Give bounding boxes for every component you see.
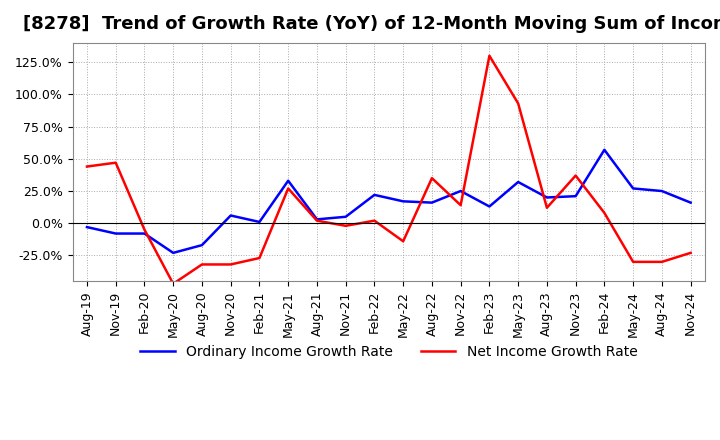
Net Income Growth Rate <box>629 259 637 264</box>
Line: Net Income Growth Rate: Net Income Growth Rate <box>87 56 690 284</box>
Net Income Growth Rate <box>169 281 178 286</box>
Ordinary Income Growth Rate <box>485 204 494 209</box>
Ordinary Income Growth Rate <box>629 186 637 191</box>
Ordinary Income Growth Rate <box>255 219 264 224</box>
Net Income Growth Rate <box>428 176 436 181</box>
Ordinary Income Growth Rate <box>686 200 695 205</box>
Ordinary Income Growth Rate <box>112 231 120 236</box>
Ordinary Income Growth Rate <box>456 188 465 194</box>
Net Income Growth Rate <box>226 262 235 267</box>
Net Income Growth Rate <box>657 259 666 264</box>
Ordinary Income Growth Rate <box>284 178 292 183</box>
Net Income Growth Rate <box>83 164 91 169</box>
Ordinary Income Growth Rate <box>543 195 552 200</box>
Net Income Growth Rate <box>572 173 580 178</box>
Ordinary Income Growth Rate <box>83 224 91 230</box>
Net Income Growth Rate <box>341 223 350 228</box>
Ordinary Income Growth Rate <box>657 188 666 194</box>
Line: Ordinary Income Growth Rate: Ordinary Income Growth Rate <box>87 150 690 253</box>
Net Income Growth Rate <box>255 255 264 260</box>
Net Income Growth Rate <box>197 262 206 267</box>
Ordinary Income Growth Rate <box>169 250 178 256</box>
Net Income Growth Rate <box>312 218 321 223</box>
Net Income Growth Rate <box>686 250 695 256</box>
Net Income Growth Rate <box>399 238 408 244</box>
Net Income Growth Rate <box>456 202 465 208</box>
Net Income Growth Rate <box>485 53 494 59</box>
Net Income Growth Rate <box>112 160 120 165</box>
Net Income Growth Rate <box>370 218 379 223</box>
Ordinary Income Growth Rate <box>312 217 321 222</box>
Ordinary Income Growth Rate <box>370 192 379 198</box>
Ordinary Income Growth Rate <box>428 200 436 205</box>
Net Income Growth Rate <box>514 101 523 106</box>
Ordinary Income Growth Rate <box>226 213 235 218</box>
Title: [8278]  Trend of Growth Rate (YoY) of 12-Month Moving Sum of Incomes: [8278] Trend of Growth Rate (YoY) of 12-… <box>23 15 720 33</box>
Net Income Growth Rate <box>140 227 149 232</box>
Ordinary Income Growth Rate <box>140 231 149 236</box>
Ordinary Income Growth Rate <box>572 194 580 199</box>
Ordinary Income Growth Rate <box>399 199 408 204</box>
Net Income Growth Rate <box>284 186 292 191</box>
Legend: Ordinary Income Growth Rate, Net Income Growth Rate: Ordinary Income Growth Rate, Net Income … <box>135 340 643 365</box>
Ordinary Income Growth Rate <box>341 214 350 220</box>
Ordinary Income Growth Rate <box>514 180 523 185</box>
Ordinary Income Growth Rate <box>600 147 608 152</box>
Ordinary Income Growth Rate <box>197 242 206 248</box>
Net Income Growth Rate <box>543 205 552 210</box>
Net Income Growth Rate <box>600 210 608 216</box>
